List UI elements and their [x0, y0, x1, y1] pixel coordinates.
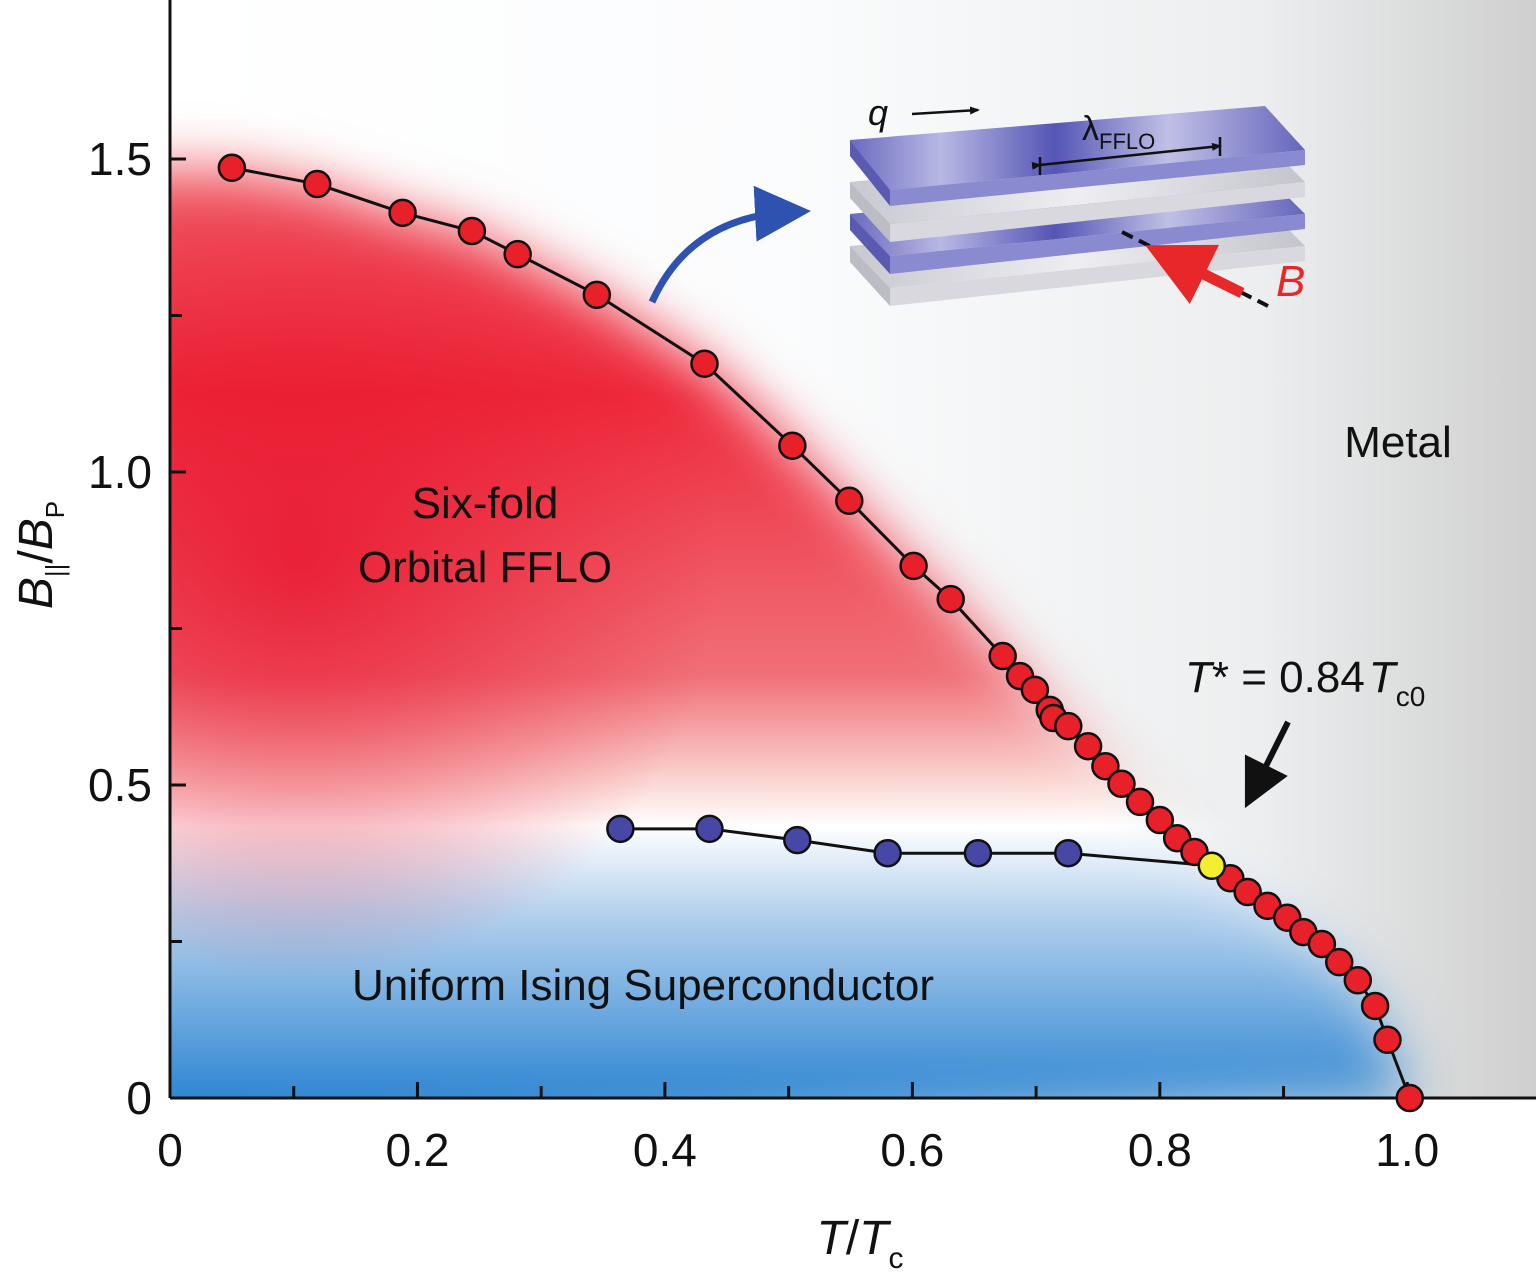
y-axis-label-part: B	[10, 577, 63, 609]
point	[1233, 877, 1262, 907]
x-tick-label: 0.2	[385, 1124, 449, 1176]
point	[1073, 731, 1103, 761]
x-tick-label: 0	[157, 1124, 183, 1176]
y-tick-label: 0.5	[88, 759, 152, 811]
point	[1360, 991, 1390, 1021]
annotation-part: * = 0.84	[1212, 653, 1365, 702]
point	[1054, 838, 1083, 868]
inset-label: q	[868, 92, 888, 133]
annotation: Six-fold	[412, 479, 559, 528]
point	[1373, 1025, 1402, 1055]
annotation-part: T	[1185, 653, 1215, 702]
point	[835, 486, 864, 516]
point	[1197, 851, 1227, 881]
inset-label-part: λ	[1082, 110, 1099, 148]
annotation: Metal	[1344, 418, 1452, 467]
point	[1020, 675, 1050, 705]
x-tick-label: 0.6	[880, 1124, 944, 1176]
point	[936, 584, 965, 614]
point	[1343, 966, 1373, 995]
point	[503, 239, 532, 269]
point	[988, 641, 1017, 671]
point	[1125, 787, 1155, 817]
point	[1054, 711, 1083, 741]
inset-label-part: FFLO	[1099, 129, 1155, 154]
x-tick-label: 1.0	[1375, 1124, 1439, 1176]
axes	[168, 0, 1536, 1100]
point	[778, 431, 807, 460]
y-tick-label: 0	[126, 1072, 152, 1124]
annotation-part: c0	[1396, 681, 1426, 712]
point	[1091, 751, 1120, 781]
point	[582, 280, 612, 310]
point	[963, 838, 993, 868]
y-axis-label-part: P	[40, 501, 70, 518]
point	[217, 153, 247, 183]
point	[690, 349, 719, 378]
inset-label: λFFLO	[1082, 110, 1155, 154]
annotation: Uniform Ising Superconductor	[352, 961, 934, 1010]
y-tick-label: 1.0	[88, 446, 152, 498]
point	[1395, 1083, 1424, 1113]
point	[388, 198, 417, 228]
x-axis-label: T/Tc	[817, 1212, 904, 1274]
annotation: Orbital FFLO	[358, 543, 612, 592]
annotation: T* = 0.84Tc0	[1185, 653, 1425, 712]
x-axis-label-part: c	[889, 1242, 904, 1274]
point	[1324, 947, 1354, 977]
point	[1145, 805, 1175, 835]
y-tick-label: 1.5	[88, 133, 152, 185]
series-line	[620, 827, 1069, 855]
annotation-part: T	[1369, 653, 1399, 702]
inset-label: B	[1276, 257, 1305, 306]
plot	[168, 153, 1424, 1113]
point	[606, 814, 635, 844]
x-axis-label-part: T	[859, 1212, 892, 1265]
point	[783, 825, 812, 855]
x-axis-label-part: T	[817, 1212, 850, 1265]
x-tick-label: 0.4	[633, 1124, 697, 1176]
x-tick-label: 0.8	[1128, 1124, 1192, 1176]
point	[1107, 769, 1136, 798]
point	[457, 216, 487, 246]
point	[1307, 929, 1337, 959]
point	[695, 814, 724, 844]
x-axis-label-part: /	[846, 1212, 860, 1265]
point	[873, 838, 902, 868]
point	[899, 551, 928, 581]
labels: Six-fold Orbital FFLO Metal Uniform Isin…	[10, 92, 1452, 1274]
y-axis-label: B||/BP	[10, 501, 70, 609]
point	[302, 169, 332, 199]
y-axis-label-part: B	[10, 518, 63, 550]
y-axis-label-part: /	[10, 550, 63, 564]
inset-diagram	[648, 106, 1305, 809]
y-axis-label-part: ||	[40, 564, 70, 578]
